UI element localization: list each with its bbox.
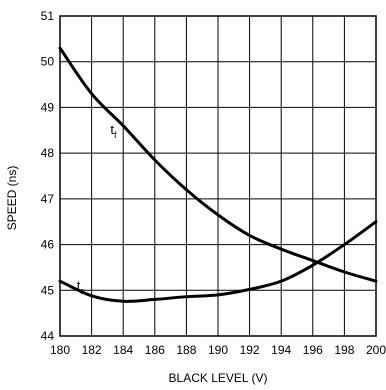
series-label-tf: tf: [110, 122, 117, 140]
series-labels: tf tr: [77, 122, 117, 296]
chart-grid: [59, 15, 377, 337]
series-line-tr: [58, 220, 378, 303]
y-axis-label: SPEED (ns): [5, 166, 19, 231]
y-tick-label: 51: [41, 9, 55, 23]
y-tick-label: 48: [41, 146, 55, 160]
x-tick-label: 196: [303, 343, 323, 357]
x-tick-label: 194: [271, 343, 291, 357]
x-tick-label: 198: [334, 343, 354, 357]
series-lines: [58, 46, 378, 303]
y-tick-label: 47: [41, 192, 55, 206]
y-axis-ticks: 44 45 46 47 48 49 50 51: [41, 9, 55, 343]
y-tick-label: 44: [41, 329, 55, 343]
plot-frame: [59, 15, 377, 337]
x-axis-label: BLACK LEVEL (V): [169, 371, 268, 385]
x-tick-label: 184: [113, 343, 133, 357]
y-tick-label: 49: [41, 100, 55, 114]
x-tick-label: 182: [82, 343, 102, 357]
y-tick-label: 50: [41, 55, 55, 69]
x-axis-ticks: 180 182 184 186 188 190 192 194 196 198 200: [50, 343, 386, 357]
y-tick-label: 45: [41, 283, 55, 297]
x-tick-label: 190: [208, 343, 228, 357]
y-tick-label: 46: [41, 238, 55, 252]
series-label-tr: tr: [77, 278, 84, 296]
x-tick-label: 188: [176, 343, 196, 357]
x-tick-label: 180: [50, 343, 70, 357]
series-line-tf: [58, 46, 378, 283]
x-tick-label: 186: [145, 343, 165, 357]
x-tick-label: 192: [240, 343, 260, 357]
x-tick-label: 200: [366, 343, 386, 357]
